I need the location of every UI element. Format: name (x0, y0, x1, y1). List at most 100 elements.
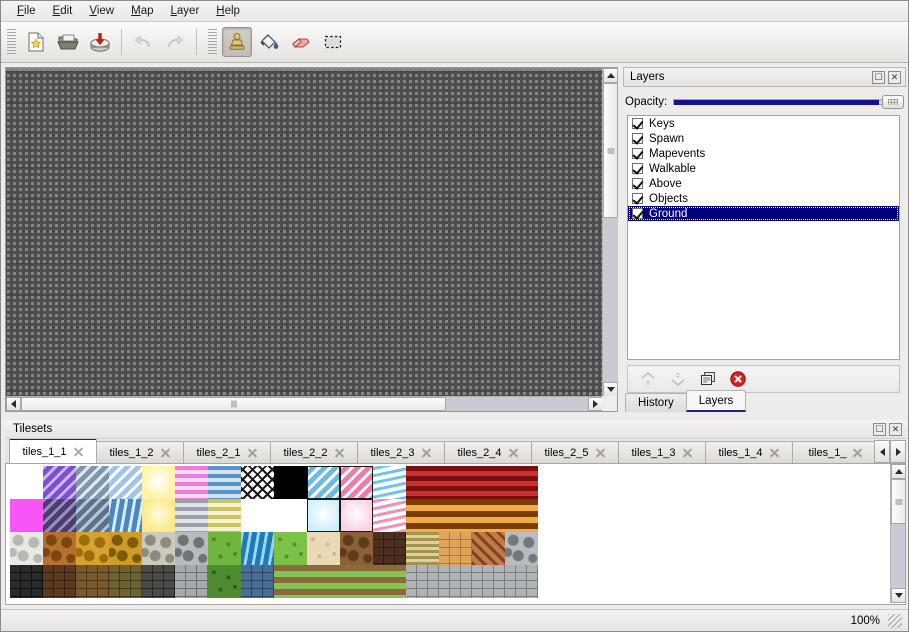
layer-row-objects[interactable]: Objects (628, 191, 899, 206)
tile-pink-stripe[interactable] (175, 466, 208, 499)
tile-pale-blue-diag[interactable] (109, 466, 142, 499)
tile-orange-stripe[interactable] (406, 499, 439, 532)
raise-layer-button[interactable] (638, 369, 658, 389)
tile-grass-path[interactable] (340, 565, 373, 598)
tile-tan-brick-wall[interactable] (76, 565, 109, 598)
tileset-tab-close-icon[interactable] (595, 447, 606, 458)
menu-layer[interactable]: Layer (170, 5, 200, 17)
duplicate-layer-button[interactable] (698, 369, 718, 389)
tileset-tab-tiles_2_2[interactable]: tiles_2_2 (270, 441, 358, 463)
layer-row-mapevents[interactable]: Mapevents (628, 146, 899, 161)
map-horizontal-scrollbar[interactable] (6, 396, 603, 411)
tile-olive-brick-wall[interactable] (109, 565, 142, 598)
tile-red-curtain[interactable] (472, 466, 505, 499)
map-hscroll-thumb[interactable] (21, 397, 446, 411)
tile-brown-gravel[interactable] (340, 532, 373, 565)
tile-grey-cobble[interactable] (175, 532, 208, 565)
close-icon[interactable]: ✕ (889, 422, 902, 436)
tileset-vscroll-thumb[interactable] (891, 479, 905, 524)
undock-icon[interactable]: ☐ (873, 422, 886, 436)
tile-blue-streak[interactable] (109, 499, 142, 532)
tile-grey-brick2[interactable] (472, 565, 505, 598)
tileset-tab-close-icon[interactable] (247, 447, 258, 458)
tileset-tab-close-icon[interactable] (769, 447, 780, 458)
tile-orange-stripe[interactable] (472, 499, 505, 532)
tile-yellow-soft[interactable] (142, 499, 175, 532)
tileset-tab-tiles_1_2[interactable]: tiles_1_2 (96, 441, 184, 463)
tile-empty[interactable] (538, 499, 571, 532)
tileset-tab-close-icon[interactable] (160, 447, 171, 458)
tileset-scroll-up-button[interactable] (891, 464, 905, 479)
map-viewport[interactable] (6, 68, 603, 397)
tile-red-curtain[interactable] (406, 466, 439, 499)
tileset-tab-tiles_1_1[interactable]: tiles_1_1 (9, 439, 97, 463)
map-vscroll-thumb[interactable] (603, 83, 618, 218)
tab-layers[interactable]: Layers (685, 390, 747, 412)
tileset-tab-close-icon[interactable] (334, 447, 345, 458)
tile-dark-panel[interactable] (241, 499, 274, 532)
layer-visibility-checkbox[interactable] (632, 133, 643, 144)
tile-black[interactable] (274, 466, 307, 499)
tile-gold-crack[interactable] (109, 532, 142, 565)
tile-empty[interactable] (538, 565, 571, 598)
tile-grid[interactable] (10, 466, 571, 598)
layer-row-walkable[interactable]: Walkable (628, 161, 899, 176)
fill-tool-button[interactable] (254, 27, 284, 57)
tile-green-grass[interactable] (208, 532, 241, 565)
tile-orange-stripe[interactable] (439, 499, 472, 532)
save-map-button[interactable] (85, 27, 115, 57)
scroll-up-button[interactable] (603, 68, 618, 83)
opacity-slider[interactable] (673, 93, 904, 111)
tileset-tab-tiles_2_1[interactable]: tiles_2_1 (183, 441, 271, 463)
tileset-tab-tiles_1_[interactable]: tiles_1_ (792, 441, 880, 463)
toolbar-drag-handle[interactable] (7, 29, 16, 55)
lower-layer-button[interactable] (668, 369, 688, 389)
tile-pink-diag[interactable] (340, 466, 373, 499)
tile-yellow-stripe[interactable] (208, 499, 241, 532)
new-map-button[interactable] (21, 27, 51, 57)
close-icon[interactable]: ✕ (888, 70, 901, 84)
scroll-down-button[interactable] (603, 382, 618, 397)
tile-grey-brick2[interactable] (406, 565, 439, 598)
tileset-tabs-scroll-left-button[interactable] (874, 440, 890, 463)
tile-grey-gravel[interactable] (142, 532, 175, 565)
tile-purple-diag[interactable] (43, 466, 76, 499)
tile-dark-brick-wall[interactable] (10, 565, 43, 598)
tile-purple-dark-diag[interactable] (43, 499, 76, 532)
tile-white[interactable] (10, 466, 43, 499)
tile-grey-brick2[interactable] (439, 565, 472, 598)
menu-edit[interactable]: Edit (52, 5, 73, 17)
layer-visibility-checkbox[interactable] (632, 163, 643, 174)
tileset-tab-close-icon[interactable] (73, 446, 84, 457)
layer-row-keys[interactable]: Keys (628, 116, 899, 131)
tileset-scroll-down-button[interactable] (891, 588, 905, 603)
slider-handle[interactable] (882, 95, 904, 109)
tile-grey-stone-wall[interactable] (142, 565, 175, 598)
tile-sand[interactable] (307, 532, 340, 565)
tile-blue-brick[interactable] (241, 565, 274, 598)
tileset-tab-tiles_1_4[interactable]: tiles_1_4 (705, 441, 793, 463)
tile-black-lattice[interactable] (241, 466, 274, 499)
tile-grass-path[interactable] (274, 565, 307, 598)
tile-cyan-diag[interactable] (307, 466, 340, 499)
layer-list[interactable]: Keys Spawn Mapevents Walkable Above Obje… (627, 115, 900, 360)
tile-orange-stripe[interactable] (505, 499, 538, 532)
menu-view[interactable]: View (89, 5, 115, 17)
scroll-left-button[interactable] (6, 397, 21, 411)
tile-empty[interactable] (274, 499, 307, 532)
eraser-tool-button[interactable] (286, 27, 316, 57)
undock-icon[interactable]: ☐ (872, 70, 885, 84)
tile-gold-tile[interactable] (76, 532, 109, 565)
map-grid[interactable] (6, 71, 603, 397)
menu-file[interactable]: File (17, 5, 36, 17)
tile-grey-brick2[interactable] (505, 565, 538, 598)
tile-blue-water[interactable] (241, 532, 274, 565)
tile-magenta[interactable] (10, 499, 43, 532)
tile-empty[interactable] (538, 532, 571, 565)
select-tool-button[interactable] (318, 27, 348, 57)
tileset-tab-close-icon[interactable] (508, 447, 519, 458)
map-vertical-scrollbar[interactable] (602, 68, 618, 397)
tile-red-curtain[interactable] (439, 466, 472, 499)
tile-herringbone[interactable] (472, 532, 505, 565)
tile-green-grass2[interactable] (274, 532, 307, 565)
